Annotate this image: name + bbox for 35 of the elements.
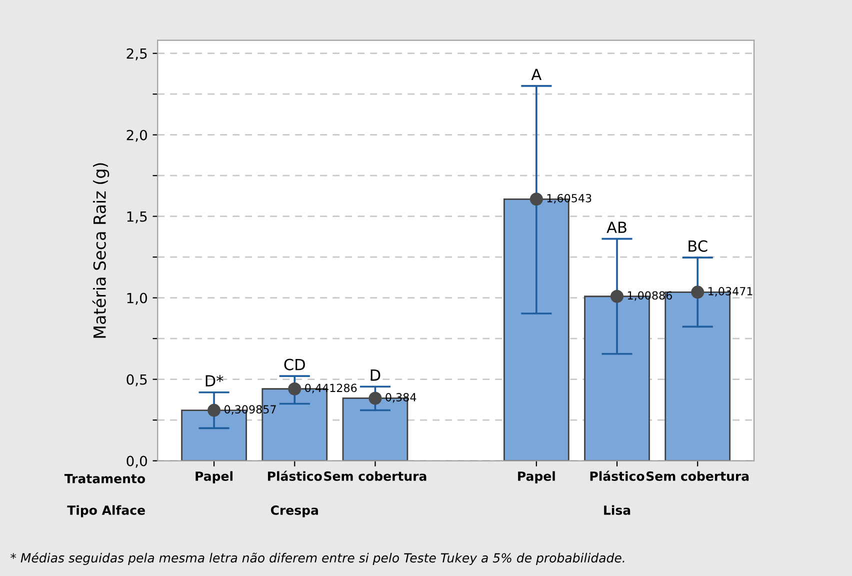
point: [691, 286, 704, 299]
annotation: AB: [606, 222, 626, 233]
y-tick-label: 0,0: [126, 456, 147, 468]
point: [530, 192, 543, 206]
y-tick-label: 2,5: [126, 48, 147, 60]
y-tick-label: 1,5: [127, 211, 147, 224]
y-axis-title: Matéria Seca Raiz (g): [92, 163, 110, 338]
annotation: A: [531, 68, 542, 80]
point: [208, 404, 221, 417]
text: * Médias seguidas pela mesma letra não diferem entre si pelo Teste Tukey a 5% de probabilidade.: [10, 552, 624, 566]
annotation: BC: [688, 240, 708, 252]
y-tick-label: 0,5: [126, 374, 147, 386]
point: [288, 382, 302, 396]
text: Tratamento: [64, 474, 145, 484]
text: Tipo Alface: [67, 505, 145, 518]
annotation: D: [370, 370, 380, 381]
point: [368, 392, 382, 405]
x-tick-label: Plástico: [590, 470, 644, 481]
text: 1,60543: [547, 194, 592, 204]
x-tick-label: Sem cobertura: [324, 471, 426, 481]
annotation: D*: [206, 375, 224, 386]
x-tick-label: Papel: [518, 471, 555, 484]
text: Crespa: [270, 505, 318, 518]
x-tick-label: Plástico: [268, 470, 322, 481]
text: 0,441286: [305, 384, 357, 394]
text: 1,00886: [628, 291, 672, 301]
x-tick-label: Sem cobertura: [646, 471, 749, 481]
point: [610, 290, 624, 303]
y-tick-label: 1,0: [127, 292, 147, 305]
text: Lisa: [604, 505, 630, 515]
x-tick-label: Papel: [196, 471, 232, 484]
text: 0,309857: [224, 405, 276, 415]
annotation: CD: [284, 358, 305, 370]
text: 1,03471: [708, 286, 752, 297]
y-tick-label: 2,0: [126, 130, 147, 142]
